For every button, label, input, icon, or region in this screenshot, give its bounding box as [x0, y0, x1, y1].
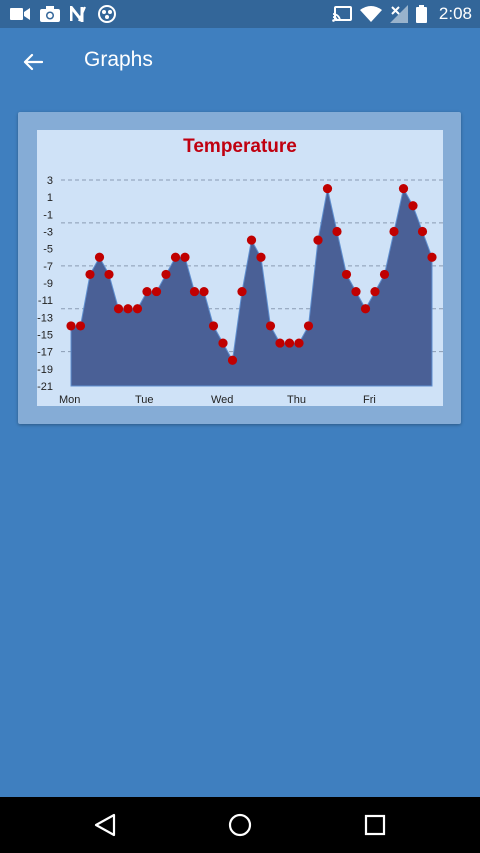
notification-icons — [10, 4, 116, 24]
chart-title: Temperature — [183, 136, 297, 157]
wifi-icon — [359, 6, 382, 22]
temperature-point — [256, 252, 266, 262]
y-tick-label: -19 — [37, 364, 53, 376]
temperature-point — [75, 321, 86, 331]
temperature-point — [341, 269, 352, 280]
temperature-point — [408, 201, 418, 211]
temperature-point — [284, 338, 295, 348]
temperature-point — [427, 252, 437, 262]
y-tick-label: -9 — [43, 278, 53, 290]
temperature-point — [85, 269, 95, 280]
temperature-point — [199, 286, 209, 297]
y-tick-label: -11 — [38, 295, 53, 307]
n-notification-icon — [70, 6, 86, 22]
videocam-icon — [10, 8, 30, 20]
status-bar: 2:08 — [0, 0, 480, 28]
y-tick-label: -7 — [43, 261, 53, 273]
temperature-point — [275, 338, 285, 348]
nav-home-button[interactable] — [224, 809, 256, 841]
y-tick-label: 1 — [47, 192, 53, 204]
y-tick-label: -1 — [43, 209, 53, 221]
x-tick-label: Thu — [287, 394, 306, 406]
x-tick-label: Fri — [363, 394, 376, 406]
temperature-point — [294, 338, 304, 348]
temperature-point — [379, 269, 390, 280]
temperature-point — [398, 183, 409, 194]
temperature-point — [161, 269, 171, 280]
y-tick-label: -17 — [37, 347, 53, 359]
temperature-point — [180, 252, 190, 262]
y-tick-label: -5 — [43, 244, 53, 256]
navigation-bar — [0, 797, 480, 853]
x-tick-label: Wed — [211, 394, 233, 406]
temperature-point — [246, 235, 257, 245]
y-tick-label: -13 — [37, 312, 53, 324]
temperature-point — [189, 286, 200, 297]
temperature-point — [227, 355, 238, 365]
temperature-point — [66, 321, 76, 331]
temperature-point — [104, 269, 114, 280]
nav-back-button[interactable] — [89, 809, 121, 841]
temperature-point — [218, 338, 228, 348]
temperature-point — [237, 286, 247, 297]
y-tick-label: -15 — [37, 330, 53, 342]
temperature-point — [132, 304, 143, 314]
y-tick-label: -3 — [43, 227, 53, 239]
temperature-point — [360, 304, 371, 314]
temperature-point — [142, 286, 152, 297]
temperature-point — [151, 286, 162, 297]
page-title: Graphs — [84, 48, 153, 71]
cast-icon — [332, 6, 352, 22]
x-tick-label: Mon — [59, 394, 80, 406]
chart-area: Temperature 3 1 -1 -3 -5 -7 -9 -11 -13 -15 -17 -19 -2… — [37, 130, 443, 406]
temperature-point — [170, 252, 181, 262]
signal-off-icon — [389, 5, 408, 23]
temperature-point — [265, 321, 276, 331]
temperature-point — [94, 252, 105, 262]
camera-icon — [40, 6, 60, 22]
temperature-point — [332, 226, 342, 237]
temperature-area — [70, 187, 433, 387]
battery-icon — [415, 5, 427, 23]
temperature-point — [113, 304, 124, 314]
temperature-point — [389, 226, 399, 237]
back-nav-icon — [94, 813, 116, 837]
home-nav-icon — [228, 813, 252, 837]
recents-nav-icon — [364, 814, 386, 836]
temperature-point — [417, 226, 428, 237]
app-bar: Graphs — [0, 28, 480, 96]
temperature-point — [322, 183, 333, 194]
temperature-point — [303, 321, 314, 331]
arrow-back-icon — [23, 53, 43, 71]
y-tick-label: 3 — [47, 175, 53, 187]
temperature-point — [123, 304, 133, 314]
temperature-point — [208, 321, 219, 331]
temperature-point — [370, 286, 380, 297]
temperature-point — [313, 235, 323, 245]
temperature-point — [351, 286, 361, 297]
status-time: 2:08 — [438, 4, 472, 23]
x-tick-label: Tue — [135, 394, 154, 406]
sync-dots-icon — [98, 5, 116, 23]
temperature-chart: Temperature 3 1 -1 -3 -5 -7 -9 -11 -13 -15 -17 -19 -2… — [37, 136, 443, 406]
system-icons: 2:08 — [332, 3, 472, 25]
back-button[interactable] — [18, 47, 48, 77]
nav-recents-button[interactable] — [359, 809, 391, 841]
y-tick-label: -21 — [37, 381, 53, 393]
